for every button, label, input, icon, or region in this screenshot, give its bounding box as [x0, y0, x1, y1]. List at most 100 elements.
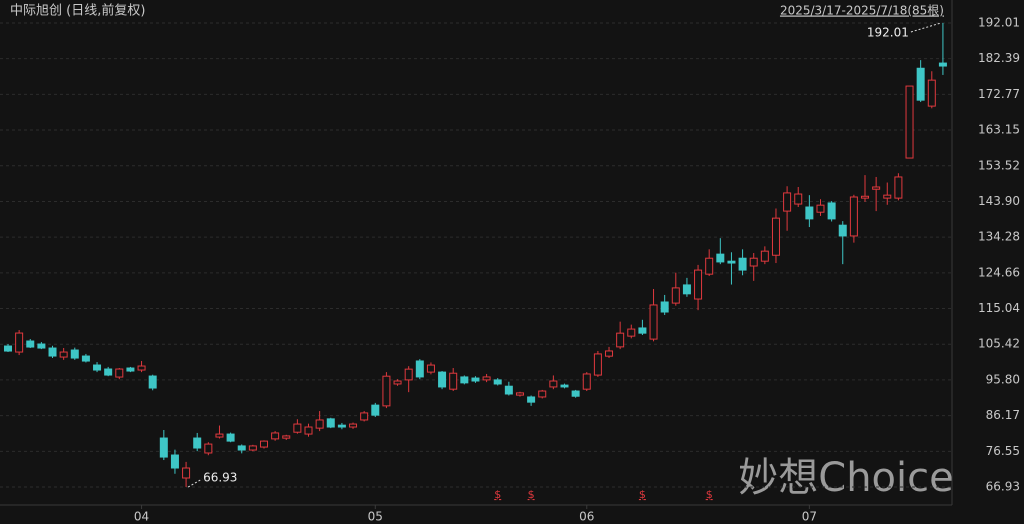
candle-body	[326, 418, 335, 428]
candle-body	[894, 176, 903, 199]
candle-body	[126, 367, 135, 372]
y-tick-label: 105.42	[978, 337, 1020, 351]
candle-body	[15, 332, 24, 353]
candle-body	[204, 443, 213, 454]
candle-body	[460, 376, 469, 384]
candle-body	[315, 419, 324, 429]
date-range[interactable]: 2025/3/17-2025/7/18(85根)	[780, 4, 944, 18]
candle-body	[248, 445, 257, 451]
candle-body	[727, 260, 736, 264]
candle-body	[938, 62, 947, 67]
event-marker: $	[528, 488, 535, 501]
candle-body	[861, 195, 870, 199]
candle-body	[48, 347, 57, 357]
candle-body	[538, 390, 547, 398]
candle-body	[159, 437, 168, 458]
y-tick-label: 76.55	[986, 444, 1020, 458]
candle-body	[148, 375, 157, 389]
event-marker: $	[639, 488, 646, 501]
candle-body	[582, 373, 591, 390]
candle-body	[70, 349, 79, 359]
candle-body	[660, 301, 669, 313]
candle-body	[638, 327, 647, 334]
y-tick-label: 115.04	[978, 301, 1020, 315]
candle-body	[527, 396, 536, 403]
candle-body	[783, 192, 792, 212]
y-tick-label: 143.90	[978, 194, 1020, 208]
candle-body	[649, 304, 658, 340]
candle-body	[337, 424, 346, 428]
candle-body	[482, 376, 491, 381]
candle-body	[627, 328, 636, 337]
max-arrow	[910, 22, 942, 33]
candle-body	[193, 437, 202, 449]
candle-body	[816, 204, 825, 213]
candle-body	[694, 269, 703, 300]
candle-body	[349, 423, 358, 428]
candle-body	[393, 380, 402, 385]
candle-body	[226, 433, 235, 442]
candle-body	[760, 250, 769, 262]
candle-body	[593, 353, 602, 376]
candle-body	[304, 426, 313, 435]
candle-body	[4, 345, 12, 352]
candle-body	[182, 467, 191, 479]
candle-body	[426, 364, 435, 373]
y-tick-label: 163.15	[978, 123, 1020, 137]
candle-body	[93, 364, 102, 371]
candle-body	[282, 435, 291, 439]
candle-body	[605, 350, 614, 357]
candle-body	[883, 194, 892, 199]
candle-body	[905, 85, 914, 159]
x-tick-label: 05	[368, 510, 383, 524]
candle-body	[560, 384, 569, 388]
candle-body	[293, 423, 302, 433]
candle-body	[26, 340, 35, 348]
candle-body	[259, 440, 268, 448]
candle-body	[237, 445, 246, 451]
candle-body	[827, 202, 836, 220]
x-tick-label: 06	[579, 510, 594, 524]
y-tick-label: 86.17	[986, 408, 1020, 422]
x-tick-label: 07	[802, 510, 817, 524]
min-label: 66.93	[203, 471, 237, 485]
candle-body	[404, 368, 413, 381]
candle-body	[371, 404, 380, 416]
event-marker: $	[494, 488, 501, 501]
candle-body	[872, 186, 881, 190]
watermark: 妙想Choice	[738, 455, 953, 501]
candle-body	[415, 360, 424, 378]
candle-body	[549, 380, 558, 388]
x-tick-label: 04	[134, 510, 149, 524]
candle-body	[504, 385, 513, 395]
candle-body	[571, 390, 580, 397]
candle-body	[115, 368, 124, 378]
min-arrow	[187, 478, 203, 488]
y-tick-label: 172.77	[978, 87, 1020, 101]
candle-body	[215, 433, 224, 438]
candle-body	[360, 412, 369, 421]
candle-body	[927, 79, 936, 107]
candle-body	[705, 257, 714, 275]
y-tick-label: 124.66	[978, 265, 1020, 279]
candle-body	[771, 217, 780, 256]
candle-body	[449, 372, 458, 390]
max-label: 192.01	[867, 25, 909, 39]
candle-body	[271, 432, 280, 440]
candle-body	[794, 193, 803, 205]
candle-body	[616, 332, 625, 348]
candle-body	[382, 375, 391, 407]
candle-body	[738, 257, 747, 271]
candle-body	[493, 379, 502, 385]
candle-body	[438, 371, 447, 388]
y-tick-label: 153.52	[978, 158, 1020, 172]
candle-body	[515, 392, 524, 396]
candle-body	[805, 206, 814, 220]
candle-body	[170, 454, 179, 469]
candle-body	[749, 257, 758, 267]
candle-body	[81, 355, 90, 362]
y-tick-label: 182.39	[978, 51, 1020, 65]
